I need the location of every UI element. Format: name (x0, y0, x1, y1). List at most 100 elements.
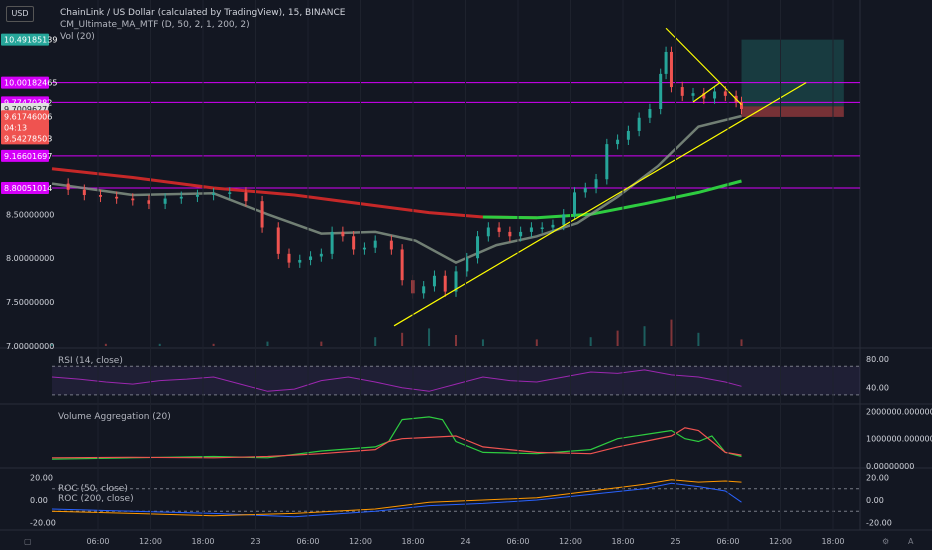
volume-bar (266, 341, 269, 346)
auto-scale-icon[interactable]: A (908, 537, 914, 546)
candle-body (432, 275, 436, 287)
volume-bar (158, 343, 161, 346)
volume-bar (374, 337, 377, 346)
volume-aggregation-line-0 (51, 416, 742, 460)
price-tag-label: 10.49185139 (4, 36, 57, 45)
price-tag-label: 8.80051014 (4, 184, 52, 193)
candle-body (400, 249, 404, 281)
roc-left-tick-label: -20.00 (30, 518, 56, 527)
indicator-label[interactable]: CM_Ultimate_MA_MTF (D, 50, 2, 1, 200, 2) (60, 20, 250, 30)
candle-body (298, 259, 302, 263)
volume-aggregation-tick-label: 2000000.00000000 (866, 407, 932, 416)
price-tag (1, 110, 49, 123)
candle-body (519, 231, 523, 237)
volume-bar (51, 343, 53, 346)
roc-tick-label: 0.00 (866, 496, 884, 505)
candle-body (486, 227, 490, 237)
candle-body (680, 87, 684, 96)
candle-body (573, 192, 577, 215)
rsi-tick-label: 40.00 (866, 384, 889, 393)
time-tick-label: 12:00 (349, 537, 372, 546)
candle-body (664, 51, 668, 74)
candle-body (497, 227, 501, 232)
candle-body (131, 198, 135, 201)
volume-bar (697, 332, 700, 346)
time-tick-label: 06:00 (86, 537, 109, 546)
volume-bar (104, 343, 107, 346)
candle-body (659, 73, 663, 109)
rsi-line (51, 369, 742, 392)
volume-bar (670, 319, 673, 346)
candle-body (454, 271, 458, 292)
time-tick-label: 06:00 (296, 537, 319, 546)
volume-aggregation-tick-label: 0.00000000 (866, 462, 914, 471)
candle-body (723, 91, 727, 96)
time-tick-label: 12:00 (139, 537, 162, 546)
price-tag (1, 149, 49, 162)
candle-body (82, 189, 86, 196)
roc-line-1 (51, 479, 742, 517)
price-tick-label: 8.50000000 (6, 210, 54, 219)
roc-line-0 (51, 482, 742, 518)
candle-body (465, 258, 469, 272)
ma200-bear-line (51, 167, 537, 220)
candle-body (260, 201, 264, 228)
volume-aggregation-line-1 (51, 427, 742, 459)
rsi-band-fill (52, 366, 860, 395)
volume-bar (401, 332, 404, 346)
candle-body (713, 91, 717, 99)
time-tick-label: 18:00 (191, 537, 214, 546)
tradingview-logo-icon[interactable]: ▢ (24, 537, 32, 546)
price-tag-label: 10.00182465 (4, 79, 57, 88)
candle-body (163, 198, 167, 204)
candle-body (562, 214, 566, 225)
log-scale-icon[interactable]: ⚙ (882, 537, 890, 546)
trendline (692, 82, 721, 103)
candle-body (373, 240, 377, 248)
rsi-label[interactable]: RSI (14, close) (58, 356, 123, 366)
price-tick-label: 8.00000000 (6, 254, 54, 263)
candle-body (362, 247, 366, 250)
candle-body (616, 139, 620, 145)
price-tag (1, 132, 49, 145)
price-tag-label: 04:13 (4, 123, 27, 132)
candle-body (309, 256, 313, 260)
candle-body (669, 51, 673, 88)
volume-bar (320, 341, 323, 346)
volume-aggregation-tick-label: 1000000.00000000 (866, 435, 932, 444)
candle-body (540, 227, 544, 229)
rsi-tick-label: 80.00 (866, 355, 889, 364)
candle-body (508, 231, 512, 237)
candle-body (529, 227, 533, 232)
candle-body (341, 231, 345, 237)
roc-200-label[interactable]: ROC (200, close) (58, 494, 134, 504)
volume-bar (481, 339, 484, 346)
time-tick-label: 18:00 (401, 537, 424, 546)
candle-body (147, 200, 151, 204)
roc-left-tick-label: 0.00 (30, 496, 48, 505)
time-tick-label: 18:00 (821, 537, 844, 546)
price-tag-label: 9.54278503 (4, 134, 52, 143)
roc-tick-label: 20.00 (866, 474, 889, 483)
currency-button[interactable]: USD (6, 6, 34, 22)
volume-bar (428, 328, 431, 346)
candle-body (212, 193, 216, 196)
volume-bar (740, 339, 743, 346)
roc-50-label[interactable]: ROC (50, close) (58, 484, 128, 494)
candle-body (287, 253, 291, 263)
price-tag-label: 9.16601697 (4, 152, 52, 161)
volume-bar (455, 335, 457, 346)
volume-aggregation-label[interactable]: Volume Aggregation (20) (58, 412, 171, 422)
roc-left-tick-label: 20.00 (30, 474, 53, 483)
price-tick-label: 7.50000000 (6, 298, 54, 307)
time-tick-label: 23 (250, 537, 260, 546)
price-tag (1, 182, 49, 194)
volume-label[interactable]: Vol (20) (60, 32, 95, 42)
candle-body (352, 236, 356, 250)
candle-body (443, 275, 447, 292)
price-tick-label: 7.00000000 (6, 342, 54, 351)
price-tag-label: 9.70096276 (4, 105, 52, 114)
candle-body (648, 109, 652, 118)
volume-bar (616, 330, 619, 346)
